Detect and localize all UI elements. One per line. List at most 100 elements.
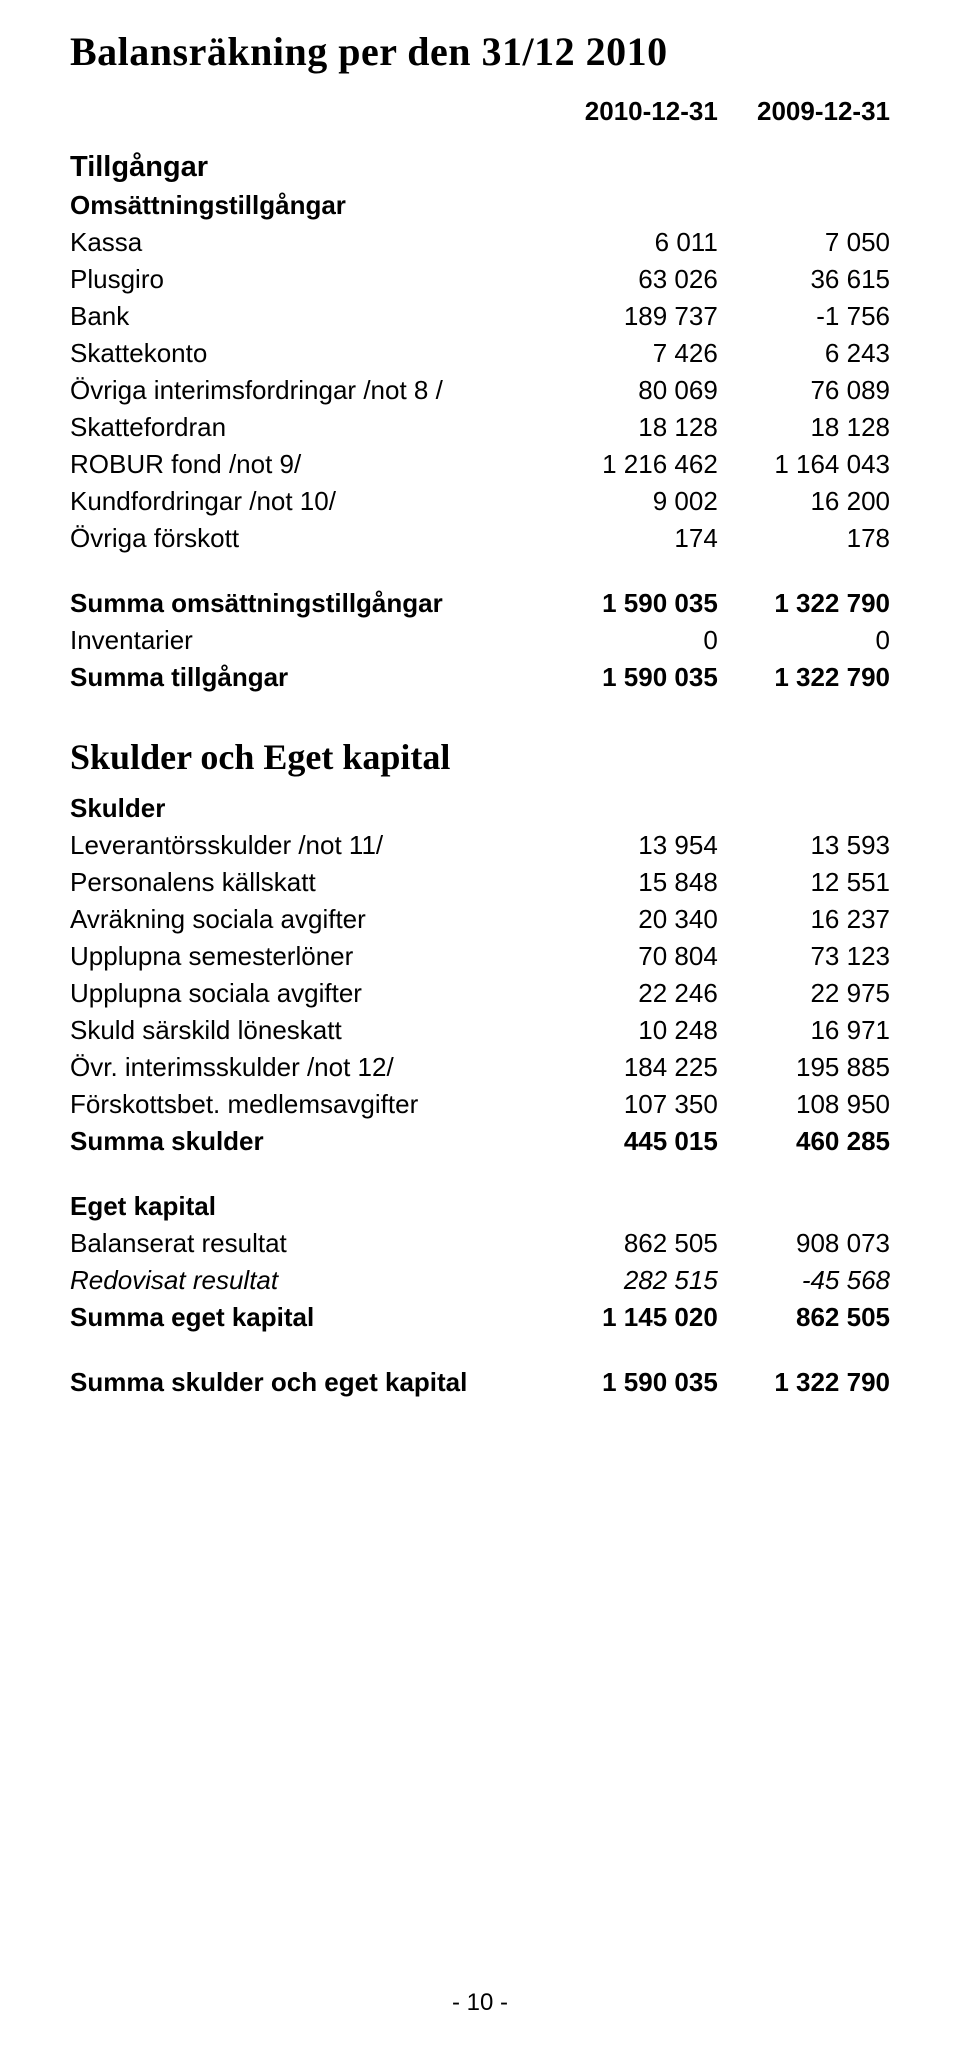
row-label: Balanserat resultat bbox=[70, 1225, 546, 1262]
sum-row: Summa skulder 445 015 460 285 bbox=[70, 1123, 890, 1160]
sum-label: Summa omsättningstillgångar bbox=[70, 585, 546, 622]
row-label: Skuld särskild löneskatt bbox=[70, 1012, 546, 1049]
subheading-row: Omsättningstillgångar bbox=[70, 187, 890, 224]
row-value: 908 073 bbox=[718, 1225, 890, 1262]
row-value: 16 971 bbox=[718, 1012, 890, 1049]
sum-label: Summa eget kapital bbox=[70, 1299, 546, 1336]
row-value: 76 089 bbox=[718, 372, 890, 409]
row-value: 282 515 bbox=[546, 1262, 718, 1299]
sum-value: 1 590 035 bbox=[546, 659, 718, 696]
row-value: 13 954 bbox=[546, 827, 718, 864]
row-value: 178 bbox=[718, 520, 890, 557]
sum-value: 862 505 bbox=[718, 1299, 890, 1336]
header-empty bbox=[70, 93, 546, 130]
subheading-skulder: Skulder bbox=[70, 790, 546, 827]
row-label: ROBUR fond /not 9/ bbox=[70, 446, 546, 483]
table-row: Upplupna sociala avgifter 22 246 22 975 bbox=[70, 975, 890, 1012]
sum-label: Summa skulder bbox=[70, 1123, 546, 1160]
table-row: Förskottsbet. medlemsavgifter 107 350 10… bbox=[70, 1086, 890, 1123]
row-value: 18 128 bbox=[546, 409, 718, 446]
row-value: 7 426 bbox=[546, 335, 718, 372]
row-value: 0 bbox=[718, 622, 890, 659]
row-value: 13 593 bbox=[718, 827, 890, 864]
subheading-row: Skulder bbox=[70, 790, 890, 827]
grand-total-row: Summa skulder och eget kapital 1 590 035… bbox=[70, 1364, 890, 1401]
subheading-eget-kapital: Eget kapital bbox=[70, 1188, 546, 1225]
header-row: 2010-12-31 2009-12-31 bbox=[70, 93, 890, 130]
skulder-table: Skulder Leverantörsskulder /not 11/ 13 9… bbox=[70, 790, 890, 1401]
subheading-omsattning: Omsättningstillgångar bbox=[70, 187, 546, 224]
row-label: Kundfordringar /not 10/ bbox=[70, 483, 546, 520]
row-value: 195 885 bbox=[718, 1049, 890, 1086]
table-row: Plusgiro 63 026 36 615 bbox=[70, 261, 890, 298]
table-row: Upplupna semesterlöner 70 804 73 123 bbox=[70, 938, 890, 975]
table-row: Övr. interimsskulder /not 12/ 184 225 19… bbox=[70, 1049, 890, 1086]
grand-total-value: 1 590 035 bbox=[546, 1364, 718, 1401]
row-label: Bank bbox=[70, 298, 546, 335]
grand-total-value: 1 322 790 bbox=[718, 1364, 890, 1401]
row-label: Upplupna semesterlöner bbox=[70, 938, 546, 975]
section-row: Tillgångar bbox=[70, 148, 890, 187]
row-value: -45 568 bbox=[718, 1262, 890, 1299]
row-label: Övr. interimsskulder /not 12/ bbox=[70, 1049, 546, 1086]
row-label: Övriga interimsfordringar /not 8 / bbox=[70, 372, 546, 409]
header-col2: 2009-12-31 bbox=[718, 93, 890, 130]
sum-value: 445 015 bbox=[546, 1123, 718, 1160]
row-value: 70 804 bbox=[546, 938, 718, 975]
table-row: Skuld särskild löneskatt 10 248 16 971 bbox=[70, 1012, 890, 1049]
section-heading-tillgangar: Tillgångar bbox=[70, 148, 546, 187]
balance-table: 2010-12-31 2009-12-31 Tillgångar Omsättn… bbox=[70, 93, 890, 696]
row-label: Övriga förskott bbox=[70, 520, 546, 557]
table-row: Skattekonto 7 426 6 243 bbox=[70, 335, 890, 372]
table-row: Bank 189 737 -1 756 bbox=[70, 298, 890, 335]
row-label: Skattekonto bbox=[70, 335, 546, 372]
row-label: Redovisat resultat bbox=[70, 1262, 546, 1299]
row-value: 174 bbox=[546, 520, 718, 557]
sum-value: 1 322 790 bbox=[718, 585, 890, 622]
page: Balansräkning per den 31/12 2010 2010-12… bbox=[0, 0, 960, 2045]
sum-value: 1 145 020 bbox=[546, 1299, 718, 1336]
row-value: 80 069 bbox=[546, 372, 718, 409]
table-row: Kassa 6 011 7 050 bbox=[70, 224, 890, 261]
header-col1: 2010-12-31 bbox=[546, 93, 718, 130]
row-value: 6 243 bbox=[718, 335, 890, 372]
sum-value: 1 590 035 bbox=[546, 585, 718, 622]
row-label: Förskottsbet. medlemsavgifter bbox=[70, 1086, 546, 1123]
table-row: Leverantörsskulder /not 11/ 13 954 13 59… bbox=[70, 827, 890, 864]
row-value: 36 615 bbox=[718, 261, 890, 298]
page-title: Balansräkning per den 31/12 2010 bbox=[70, 28, 890, 75]
row-value: 12 551 bbox=[718, 864, 890, 901]
row-value: 16 237 bbox=[718, 901, 890, 938]
table-row: Balanserat resultat 862 505 908 073 bbox=[70, 1225, 890, 1262]
table-row: Personalens källskatt 15 848 12 551 bbox=[70, 864, 890, 901]
sum-row: Summa tillgångar 1 590 035 1 322 790 bbox=[70, 659, 890, 696]
row-value: -1 756 bbox=[718, 298, 890, 335]
row-value: 73 123 bbox=[718, 938, 890, 975]
table-row: Inventarier 0 0 bbox=[70, 622, 890, 659]
section-heading-skulder-eget: Skulder och Eget kapital bbox=[70, 736, 890, 778]
row-value: 189 737 bbox=[546, 298, 718, 335]
row-value: 9 002 bbox=[546, 483, 718, 520]
row-value: 22 975 bbox=[718, 975, 890, 1012]
row-label: Avräkning sociala avgifter bbox=[70, 901, 546, 938]
row-value: 862 505 bbox=[546, 1225, 718, 1262]
table-row: Skattefordran 18 128 18 128 bbox=[70, 409, 890, 446]
table-row: Avräkning sociala avgifter 20 340 16 237 bbox=[70, 901, 890, 938]
row-label: Kassa bbox=[70, 224, 546, 261]
row-value: 6 011 bbox=[546, 224, 718, 261]
table-row: Övriga förskott 174 178 bbox=[70, 520, 890, 557]
row-value: 15 848 bbox=[546, 864, 718, 901]
subheading-row: Eget kapital bbox=[70, 1188, 890, 1225]
row-value: 184 225 bbox=[546, 1049, 718, 1086]
row-value: 18 128 bbox=[718, 409, 890, 446]
row-label: Inventarier bbox=[70, 622, 546, 659]
sum-value: 1 322 790 bbox=[718, 659, 890, 696]
row-label: Upplupna sociala avgifter bbox=[70, 975, 546, 1012]
row-value: 10 248 bbox=[546, 1012, 718, 1049]
row-label: Skattefordran bbox=[70, 409, 546, 446]
grand-total-label: Summa skulder och eget kapital bbox=[70, 1364, 546, 1401]
row-label: Leverantörsskulder /not 11/ bbox=[70, 827, 546, 864]
sum-row: Summa omsättningstillgångar 1 590 035 1 … bbox=[70, 585, 890, 622]
row-value: 16 200 bbox=[718, 483, 890, 520]
table-row: ROBUR fond /not 9/ 1 216 462 1 164 043 bbox=[70, 446, 890, 483]
